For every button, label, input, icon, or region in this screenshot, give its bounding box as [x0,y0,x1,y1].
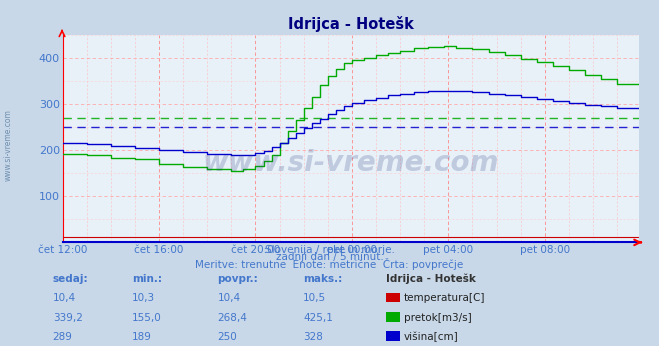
Text: Slovenija / reke in morje.: Slovenija / reke in morje. [264,245,395,255]
Text: Meritve: trenutne  Enote: metrične  Črta: povprečje: Meritve: trenutne Enote: metrične Črta: … [195,258,464,271]
Text: temperatura[C]: temperatura[C] [404,293,486,303]
Text: 155,0: 155,0 [132,313,161,323]
Text: 425,1: 425,1 [303,313,333,323]
Text: min.:: min.: [132,274,162,284]
Text: 250: 250 [217,332,237,342]
Text: www.si-vreme.com: www.si-vreme.com [3,109,13,181]
Text: zadnji dan / 5 minut.: zadnji dan / 5 minut. [275,252,384,262]
Text: www.si-vreme.com: www.si-vreme.com [203,149,499,177]
Text: maks.:: maks.: [303,274,343,284]
Text: 10,3: 10,3 [132,293,155,303]
Text: 289: 289 [53,332,72,342]
Text: 189: 189 [132,332,152,342]
Text: 339,2: 339,2 [53,313,82,323]
Text: 10,4: 10,4 [53,293,76,303]
Text: 10,4: 10,4 [217,293,241,303]
Text: povpr.:: povpr.: [217,274,258,284]
Text: 328: 328 [303,332,323,342]
Text: sedaj:: sedaj: [53,274,88,284]
Text: 10,5: 10,5 [303,293,326,303]
Text: pretok[m3/s]: pretok[m3/s] [404,313,472,323]
Text: višina[cm]: višina[cm] [404,332,459,342]
Text: 268,4: 268,4 [217,313,247,323]
Title: Idrijca - Hotešk: Idrijca - Hotešk [288,16,414,32]
Text: Idrijca - Hotešk: Idrijca - Hotešk [386,273,475,284]
